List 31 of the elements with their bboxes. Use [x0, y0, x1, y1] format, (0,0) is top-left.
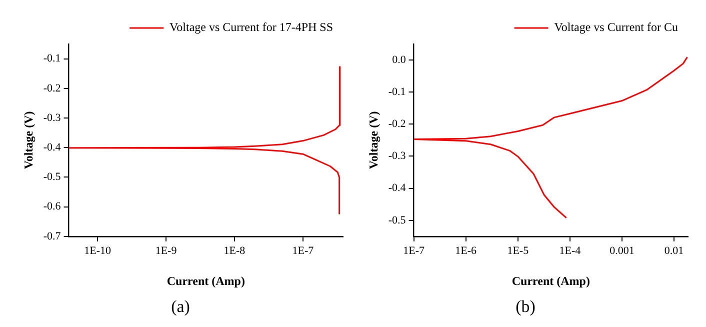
x-tick-label: 1E-7: [403, 244, 425, 257]
y-tick-label: -0.4: [43, 141, 62, 154]
x-axis-title: Current (Amp): [166, 274, 245, 288]
y-tick-label: -0.2: [43, 82, 61, 94]
x-axis-title: Current (Amp): [512, 274, 590, 288]
x-tick-label: 1E-7: [292, 244, 314, 257]
x-tick-label: 0.01: [664, 244, 684, 257]
x-tick-label: 1E-9: [155, 244, 178, 257]
y-axis-title: Voltage (V): [366, 111, 380, 170]
y-tick-label: -0.5: [43, 171, 62, 184]
y-tick-label: -0.1: [43, 52, 61, 65]
legend-label: Voltage vs Current for 17-4PH SS: [170, 20, 334, 34]
text: (b): [516, 297, 536, 317]
x-tick-label: 1E-8: [224, 244, 246, 257]
y-tick-label: -0.6: [43, 200, 62, 213]
x-tick-label: 1E-5: [507, 244, 530, 257]
x-tick-label: 0.001: [610, 244, 634, 257]
x-tick-label: 1E-6: [455, 244, 478, 257]
x-tick-label: 1E-10: [84, 244, 112, 257]
y-tick-label: -0.2: [388, 118, 406, 130]
y-tick-label: -0.3: [388, 150, 406, 162]
y-tick-label: -0.7: [43, 230, 62, 242]
legend-label: Voltage vs Current for Cu: [554, 20, 678, 34]
text: (a): [171, 297, 190, 317]
y-axis-title: Voltage (V): [21, 111, 36, 170]
x-tick-label: 1E-4: [559, 244, 582, 257]
y-tick-label: -0.1: [388, 86, 406, 98]
y-tick-label: -0.4: [388, 182, 406, 194]
y-tick-label: -0.5: [388, 214, 406, 226]
y-tick-label: -0.3: [43, 112, 62, 124]
y-tick-label: 0.0: [392, 54, 406, 66]
